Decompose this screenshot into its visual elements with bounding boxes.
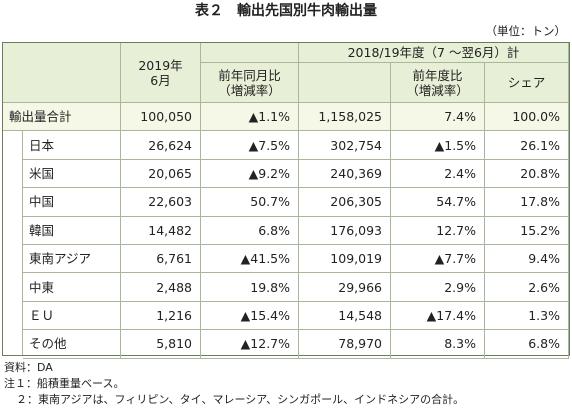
table-cell: 100,050 [121, 103, 201, 132]
header-cell: シェア [485, 63, 569, 103]
header-cell [3, 43, 121, 103]
table-cell: ▲1.1% [201, 103, 299, 132]
table-cell: ▲15.4% [201, 301, 299, 331]
table-cell: 20,065 [121, 159, 201, 189]
note: 資料：DA [4, 361, 53, 374]
table: 2019年 6月 2018/19年度（7 ～翌6月）計 前年同月比 （増減率） 前年度… [2, 42, 570, 359]
row-label: 輸出量合計 [3, 103, 121, 132]
row-label: その他 [23, 330, 121, 359]
table-cell: 54.7% [391, 188, 485, 217]
table-cell: 2.4% [391, 159, 485, 189]
table-cell: 1,216 [121, 301, 201, 331]
table-cell: 8.3% [391, 330, 485, 359]
header-cell: 前年度比 （増減率） [391, 63, 485, 103]
note: ２：東南アジアは、フィリピン、タイ、マレーシア、シンガポール、インドネシアの合計… [16, 393, 465, 406]
table-cell: ▲12.7% [201, 330, 299, 359]
table-cell: ▲17.4% [391, 301, 485, 331]
table-cell: 17.8% [485, 188, 569, 217]
header-cell: 前年同月比 （増減率） [201, 63, 299, 103]
table-cell: 2.9% [391, 273, 485, 302]
table-cell: 12.7% [391, 216, 485, 245]
row-label: 米国 [23, 159, 121, 189]
table-cell: 5,810 [121, 330, 201, 359]
table-cell: 20.8% [485, 159, 569, 189]
table-cell: ▲7.5% [201, 131, 299, 160]
table-cell: 176,093 [299, 216, 391, 245]
table-cell: 206,305 [299, 188, 391, 217]
table-cell: 9.4% [485, 245, 569, 274]
unit: （単位：トン） [485, 24, 567, 38]
table-cell: 78,970 [299, 330, 391, 359]
table-cell: 26.1% [485, 131, 569, 160]
row-label: 東南アジア [23, 245, 121, 274]
table-cell: 1.3% [485, 301, 569, 331]
row-label: 韓国 [23, 216, 121, 245]
table-cell: 15.2% [485, 216, 569, 245]
table-cell: 26,624 [121, 131, 201, 160]
table-cell: 50.7% [201, 188, 299, 217]
header-cell [201, 43, 299, 63]
table-cell: 14,482 [121, 216, 201, 245]
note: 注１：船積重量ベース。 [4, 377, 125, 390]
table-cell: 1,158,025 [299, 103, 391, 132]
title: 表２ 輸出先国別牛肉輸出量 [195, 3, 377, 19]
table-cell: ▲7.7% [391, 245, 485, 274]
row-label: 中東 [23, 273, 121, 302]
table-cell: 14,548 [299, 301, 391, 331]
table-cell: 2,488 [121, 273, 201, 302]
table-cell: 302,754 [299, 131, 391, 160]
table-cell: ▲9.2% [201, 159, 299, 189]
table-cell: 29,966 [299, 273, 391, 302]
table-cell: ▲41.5% [201, 245, 299, 274]
table-cell: ▲1.5% [391, 131, 485, 160]
table-cell: 6.8% [485, 330, 569, 359]
indent [3, 131, 23, 355]
table-cell: 6.8% [201, 216, 299, 245]
table-cell: 22,603 [121, 188, 201, 217]
row-label: 中国 [23, 188, 121, 217]
row-label: ＥＵ [23, 301, 121, 331]
header-cell [299, 63, 391, 103]
table-cell: 6,761 [121, 245, 201, 274]
header-cell: 2019年 6月 [121, 43, 201, 103]
table-cell: 100.0% [485, 103, 569, 132]
table-cell: 19.8% [201, 273, 299, 302]
table-cell: 2.6% [485, 273, 569, 302]
row-label: 日本 [23, 131, 121, 160]
table-cell: 109,019 [299, 245, 391, 274]
table-cell: 240,369 [299, 159, 391, 189]
table-cell: 7.4% [391, 103, 485, 132]
header-cell: 2018/19年度（7 ～翌6月）計 [299, 43, 569, 63]
